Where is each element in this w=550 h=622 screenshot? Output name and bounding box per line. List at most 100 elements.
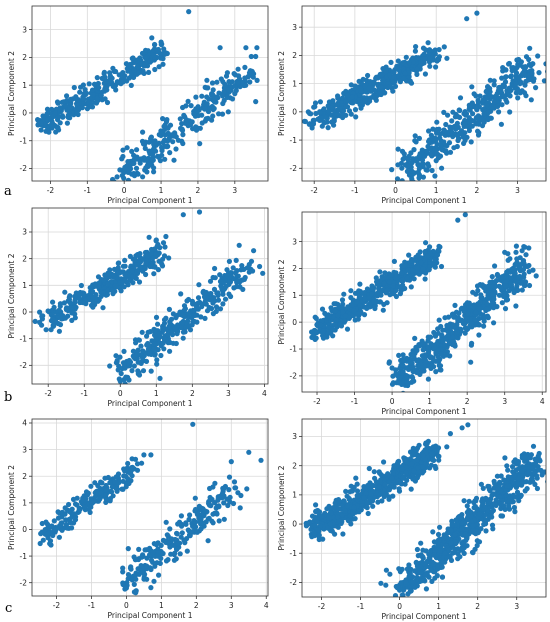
scatter-point — [450, 322, 456, 328]
scatter-point — [481, 111, 487, 117]
scatter-point — [459, 511, 465, 518]
scatter-point — [403, 470, 409, 476]
scatter-point — [406, 60, 412, 66]
scatter-point — [32, 318, 38, 324]
scatter-point — [118, 288, 124, 294]
scatter-point — [414, 546, 420, 553]
scatter-point — [133, 590, 139, 596]
scatter-point — [498, 473, 504, 479]
scatter-point — [377, 89, 383, 95]
scatter-point — [503, 279, 509, 285]
scatter-point — [423, 586, 429, 592]
scatter-point — [424, 253, 431, 259]
scatter-point — [75, 97, 82, 103]
scatter-point — [335, 514, 341, 520]
scatter-point — [340, 531, 346, 537]
scatter-point — [345, 92, 351, 98]
scatter-point — [139, 256, 145, 262]
scatter-point — [78, 282, 84, 289]
scatter-point — [37, 540, 43, 547]
scatter-point — [365, 510, 371, 517]
scatter-point — [134, 262, 140, 268]
scatter-point — [452, 302, 458, 308]
scatter-point — [45, 535, 51, 541]
scatter-point — [209, 518, 215, 524]
scatter-point — [408, 284, 414, 290]
scatter-point — [101, 69, 107, 75]
scatter-point — [397, 375, 403, 381]
scatter-point — [55, 509, 61, 515]
scatter-point — [169, 330, 175, 336]
scatter-point — [53, 527, 59, 533]
scatter-point — [515, 61, 521, 68]
scatter-point — [66, 111, 72, 117]
scatter-point — [115, 471, 122, 477]
scatter-point — [499, 102, 505, 108]
scatter-point — [496, 95, 502, 101]
scatter-point — [136, 372, 143, 378]
scatter-point — [412, 133, 418, 139]
scatter-point — [413, 139, 419, 145]
scatter-point — [50, 299, 56, 305]
scatter-point — [426, 163, 432, 169]
scatter-point — [510, 267, 517, 273]
scatter-point — [422, 56, 428, 62]
scatter-point — [182, 307, 188, 313]
scatter-point — [479, 123, 486, 129]
scatter-point — [211, 295, 217, 301]
scatter-point — [430, 529, 436, 535]
scatter-point — [71, 84, 77, 91]
scatter-point — [170, 311, 176, 317]
scatter-point — [134, 356, 140, 362]
scatter-point — [518, 261, 524, 268]
scatter-point — [149, 152, 156, 158]
scatter-point — [391, 74, 397, 80]
scatter-point — [400, 370, 406, 376]
scatter-point — [223, 283, 229, 289]
scatter-point — [105, 280, 111, 287]
scatter-point — [229, 96, 236, 102]
scatter-point — [168, 536, 175, 542]
scatter-point — [405, 157, 411, 163]
y-tick-label: -1 — [290, 345, 298, 354]
scatter-point — [136, 279, 143, 285]
scatter-point — [202, 508, 208, 514]
scatter-point — [390, 283, 396, 289]
scatter-point — [377, 290, 383, 296]
scatter-point — [64, 525, 70, 531]
scatter-point — [522, 488, 528, 494]
scatter-point — [155, 347, 161, 353]
scatter-point — [400, 156, 406, 162]
scatter-point — [349, 488, 356, 494]
scatter-point — [260, 270, 266, 276]
scatter-point — [373, 275, 379, 281]
scatter-point — [66, 501, 72, 508]
scatter-point — [147, 329, 153, 335]
scatter-point — [140, 129, 146, 135]
scatter-point — [365, 72, 371, 79]
scatter-point — [465, 310, 471, 317]
scatter-point — [153, 252, 159, 258]
scatter-point — [426, 128, 432, 134]
scatter-point — [254, 45, 260, 51]
scatter-point — [69, 525, 75, 531]
scatter-point — [473, 309, 479, 315]
scatter-point — [132, 456, 139, 462]
scatter-point — [148, 557, 155, 563]
scatter-point — [178, 324, 184, 331]
scatter-point — [389, 475, 395, 481]
scatter-point — [400, 362, 406, 368]
scatter-point — [219, 495, 225, 501]
scatter-point — [409, 379, 415, 385]
y-tick-label: -2 — [290, 372, 298, 381]
scatter-point — [461, 134, 467, 140]
scatter-point — [159, 152, 165, 158]
scatter-point — [474, 10, 480, 16]
scatter-point — [415, 465, 421, 471]
scatter-point — [462, 330, 468, 336]
scatter-point — [236, 242, 242, 248]
scatter-point — [475, 97, 481, 104]
scatter-point — [103, 482, 109, 489]
scatter-point — [491, 296, 497, 302]
